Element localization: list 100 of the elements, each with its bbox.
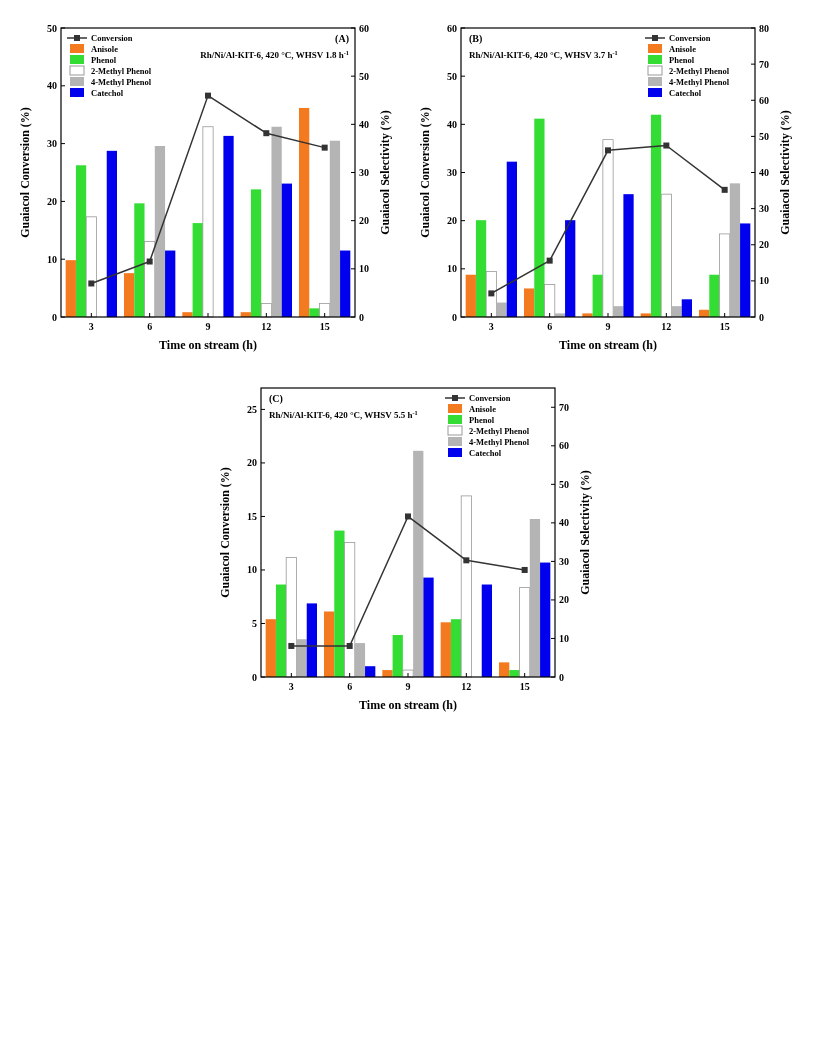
y2-tick-label: 50 <box>759 130 769 142</box>
bar <box>729 183 741 317</box>
bar <box>671 306 682 317</box>
y-tick-label: 10 <box>47 253 57 265</box>
bar <box>481 584 492 677</box>
bar <box>85 216 97 318</box>
y2-tick-label: 40 <box>759 167 769 178</box>
legend-label: 4-Methyl Phenol <box>669 77 730 87</box>
legend-label: Conversion <box>91 33 133 43</box>
bar <box>144 240 156 318</box>
bar <box>529 519 541 677</box>
bar <box>124 273 135 317</box>
bar <box>506 161 517 317</box>
y-axis-title: Guaiacol Conversion (%) <box>418 107 432 238</box>
y2-tick-label: 30 <box>759 203 769 215</box>
bar <box>740 223 751 317</box>
bar <box>544 284 556 318</box>
bar <box>296 639 307 677</box>
x-tick-label: 15 <box>319 321 330 332</box>
bar <box>299 107 310 317</box>
text: (A) <box>335 33 349 45</box>
x-tick-label: 12 <box>661 321 672 332</box>
point <box>488 290 495 297</box>
point <box>288 642 295 649</box>
bar <box>534 118 545 317</box>
point <box>146 258 153 265</box>
bar <box>499 662 510 677</box>
text: Rh/Ni/Al-KIT-6, 420 °C, WHSV 1.8 h$^{-1}$ <box>200 48 349 60</box>
y-tick-label: 0 <box>252 671 257 683</box>
y2-tick-label: 60 <box>759 94 769 106</box>
bar <box>660 193 672 318</box>
point <box>405 513 411 520</box>
y2-tick-label: 0 <box>759 311 764 323</box>
x-tick-label: 3 <box>88 321 94 332</box>
text: (B) <box>469 33 483 45</box>
bar <box>460 495 472 678</box>
bar <box>440 622 451 677</box>
bar <box>423 577 434 677</box>
y-tick-label: 30 <box>47 138 57 150</box>
point <box>721 186 728 193</box>
y2-tick-label: 70 <box>759 58 769 70</box>
point <box>346 642 353 649</box>
bar <box>413 450 424 677</box>
y2-tick-label: 40 <box>359 118 369 130</box>
bar <box>306 603 317 677</box>
y-tick-label: 30 <box>447 167 457 178</box>
y2-tick-label: 70 <box>559 401 569 413</box>
y-tick-label: 40 <box>447 118 457 130</box>
bar <box>309 308 320 317</box>
y-axis-title: Guaiacol Conversion (%) <box>218 467 232 598</box>
bar <box>285 557 297 678</box>
point <box>463 557 470 564</box>
bar <box>524 288 535 317</box>
x-tick-label: 15 <box>719 321 730 332</box>
bar <box>540 562 551 677</box>
bar <box>275 584 287 677</box>
point <box>521 566 528 573</box>
y2-tick-label: 0 <box>559 671 564 683</box>
legend-label: Conversion <box>469 393 511 403</box>
x-tick-label: 9 <box>205 321 211 332</box>
legend-label: Phenol <box>91 55 117 65</box>
bar <box>344 542 356 678</box>
bar <box>519 587 531 678</box>
x-tick-label: 15 <box>519 681 530 692</box>
bar <box>202 126 214 318</box>
legend-label: Anisole <box>91 44 119 54</box>
bar <box>485 271 497 318</box>
x-tick-label: 12 <box>261 321 272 332</box>
legend-label: 4-Methyl Phenol <box>469 437 530 447</box>
bar <box>329 140 341 317</box>
y-tick-label: 20 <box>47 195 57 207</box>
y2-tick-label: 60 <box>359 22 369 34</box>
bar <box>650 114 662 317</box>
bar <box>450 619 462 677</box>
x-tick-label: 12 <box>461 681 472 692</box>
text: Rh/Ni/Al-KIT-6, 420 °C, WHSV 5.5 h$^{-1}$ <box>269 408 418 420</box>
y-tick-label: 10 <box>447 263 457 275</box>
x-axis-title: Time on stream (h) <box>159 338 257 352</box>
y2-tick-label: 50 <box>359 70 369 82</box>
bar <box>496 302 507 317</box>
y2-tick-label: 20 <box>359 215 369 227</box>
x-tick-label: 6 <box>147 321 153 332</box>
bar <box>475 220 487 317</box>
bar <box>465 274 476 317</box>
x-tick-label: 3 <box>288 681 294 692</box>
x-tick-label: 3 <box>488 321 494 332</box>
bar <box>392 635 403 677</box>
x-tick-label: 9 <box>405 681 411 692</box>
point <box>263 130 270 137</box>
x-axis-title: Time on stream (h) <box>559 338 657 352</box>
y2-tick-label: 10 <box>359 263 369 275</box>
bar <box>565 220 576 317</box>
y-tick-label: 15 <box>247 510 257 522</box>
x-axis-title: Time on stream (h) <box>359 698 457 712</box>
bar <box>354 643 366 677</box>
y2-tick-label: 50 <box>559 478 569 490</box>
legend-label: Catechol <box>669 88 702 98</box>
legend-label: Catechol <box>469 448 502 458</box>
legend-label: Anisole <box>669 44 697 54</box>
y2-tick-label: 30 <box>559 555 569 567</box>
